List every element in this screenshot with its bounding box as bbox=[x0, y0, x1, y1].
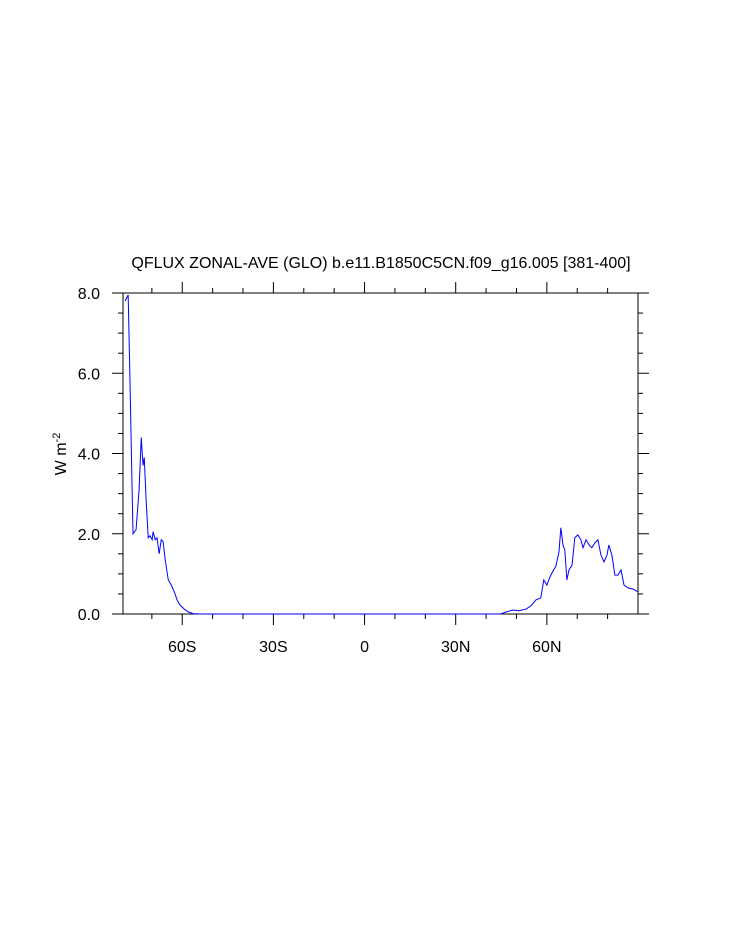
chart-title: QFLUX ZONAL-AVE (GLO) b.e11.B1850C5CN.f0… bbox=[131, 255, 630, 272]
x-tick-label: 30S bbox=[259, 639, 287, 656]
y-tick-label: 6.0 bbox=[78, 366, 100, 383]
data-line bbox=[124, 294, 639, 615]
x-tick-label: 30N bbox=[441, 639, 470, 656]
x-tick-label: 60N bbox=[532, 639, 561, 656]
x-tick-label: 60S bbox=[168, 639, 196, 656]
y-axis-label-superscript: -2 bbox=[51, 433, 63, 443]
y-tick-label: 8.0 bbox=[78, 286, 100, 303]
y-tick-label: 0.0 bbox=[78, 607, 100, 624]
y-axis-label: W m-2 bbox=[51, 433, 70, 476]
y-tick-label: 4.0 bbox=[78, 447, 100, 464]
x-tick-label: 0 bbox=[360, 639, 369, 656]
y-tick-label: 2.0 bbox=[78, 527, 100, 544]
y-axis-label-text: W m bbox=[53, 442, 70, 475]
plot-frame bbox=[122, 292, 639, 615]
